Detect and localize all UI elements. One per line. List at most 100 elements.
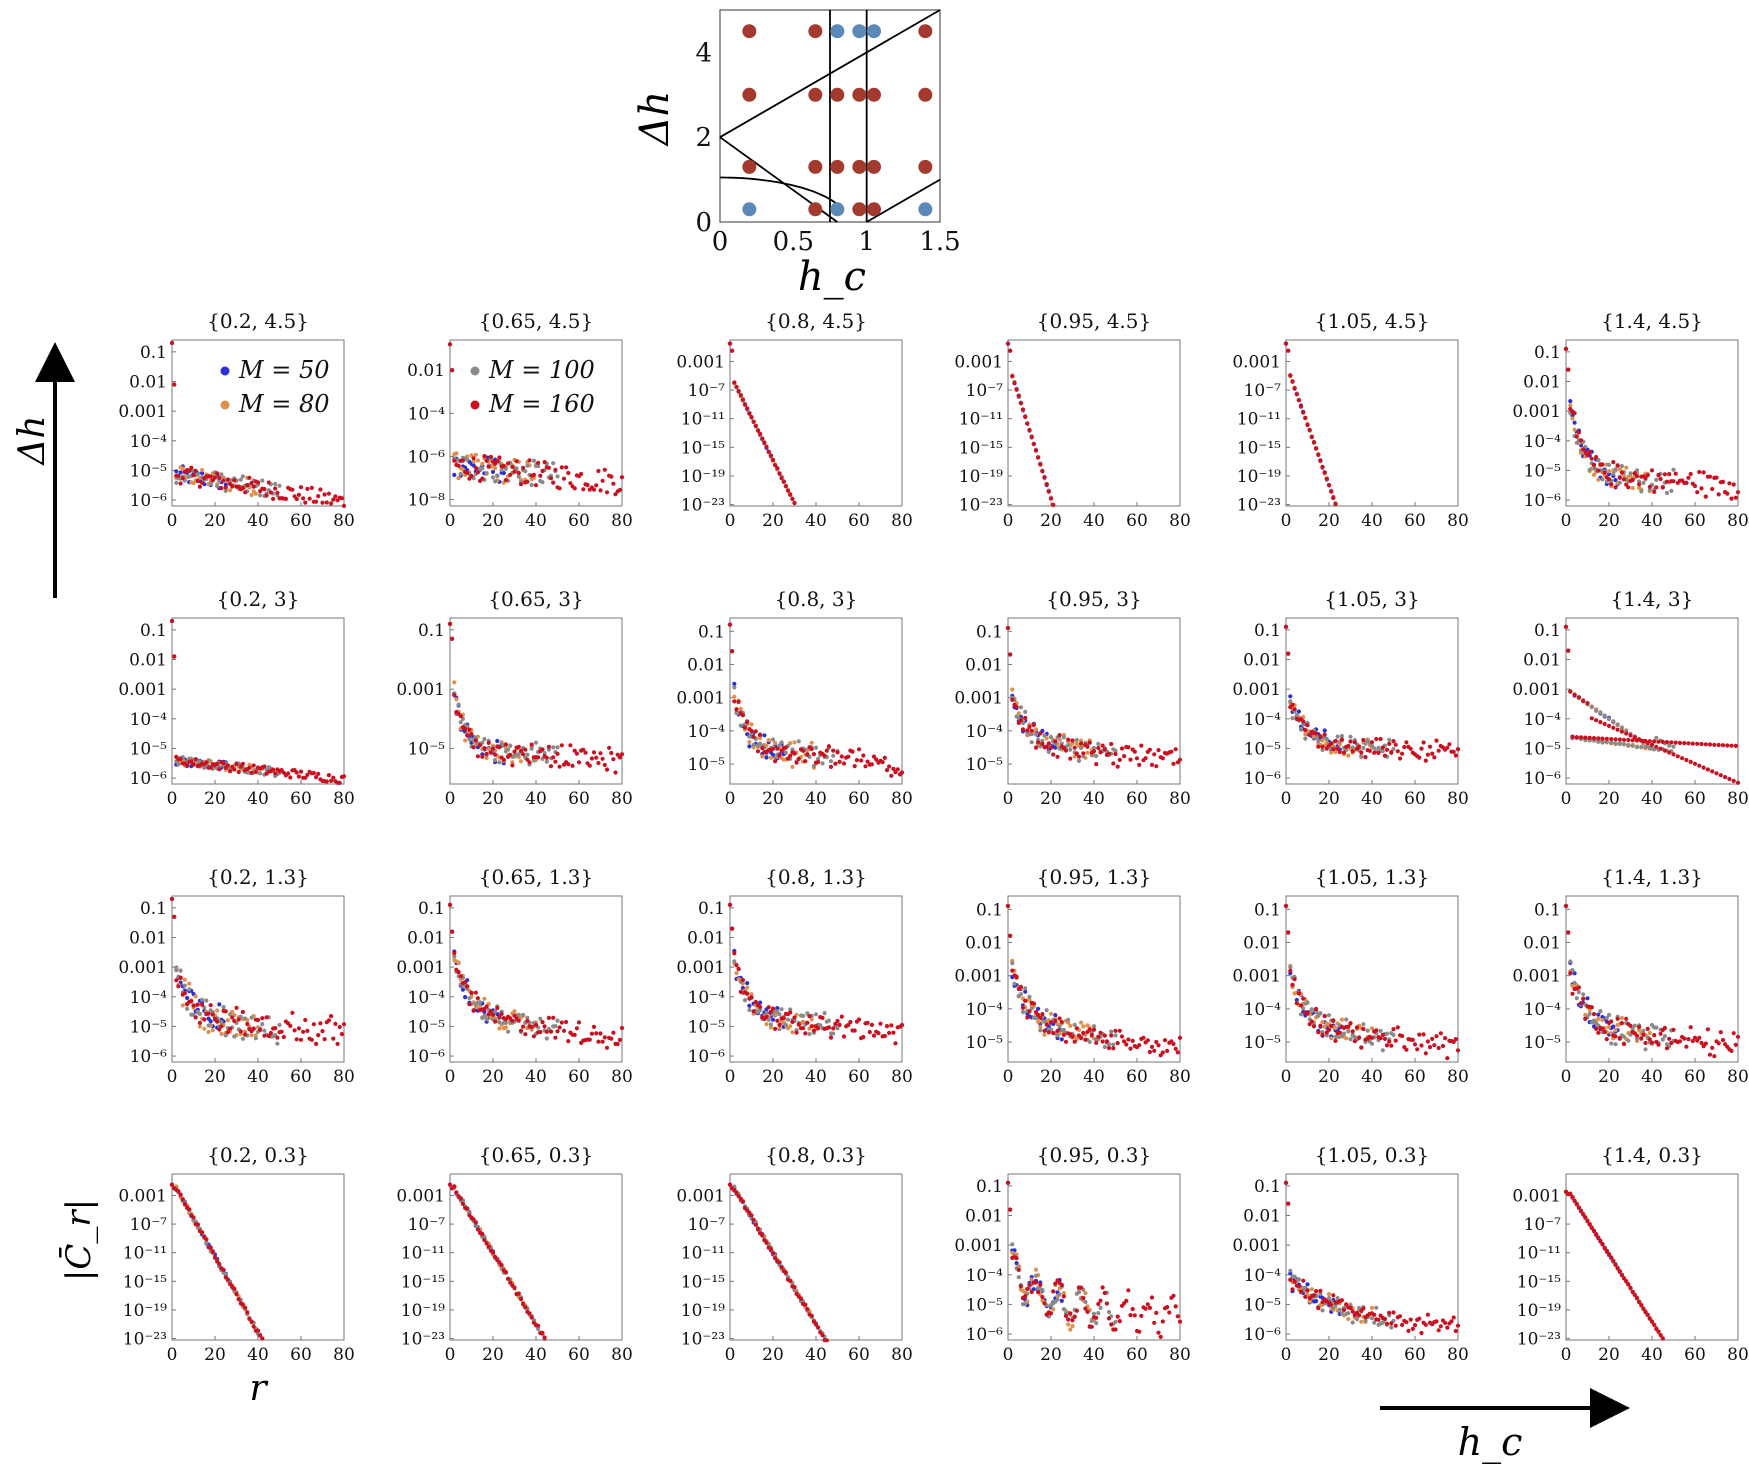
data-point [1061, 735, 1066, 740]
data-point [503, 1270, 508, 1275]
y-tick-label: 10⁻⁴ [966, 1266, 1004, 1286]
data-point [1675, 754, 1680, 759]
data-point [1023, 715, 1028, 721]
data-point [1048, 1011, 1054, 1016]
data-point [1091, 749, 1097, 754]
y-tick-label: 0.01 [1243, 651, 1281, 671]
data-point [1729, 1048, 1734, 1053]
y-tick-label: 0.001 [1232, 352, 1281, 372]
data-point [1600, 1242, 1605, 1247]
data-point [482, 746, 487, 751]
y-tick-label: 0.1 [976, 622, 1003, 642]
data-point [217, 478, 222, 483]
data-point [553, 467, 558, 472]
data-point [613, 770, 618, 775]
data-point [1718, 773, 1723, 778]
data-point [553, 759, 558, 764]
data-point [1014, 704, 1019, 709]
parameter-point [830, 87, 845, 102]
data-point [1074, 737, 1079, 743]
data-point [1314, 1289, 1319, 1294]
data-point [792, 500, 797, 506]
x-tick-label: 80 [891, 511, 913, 531]
data-point [561, 1028, 567, 1033]
inset-x-label: h_c [798, 254, 866, 300]
data-point [1010, 374, 1015, 379]
data-point [1126, 1037, 1131, 1042]
data-point [1326, 483, 1332, 488]
data-point [1322, 728, 1327, 733]
data-point [1667, 472, 1672, 477]
y-tick-label: 0.01 [1523, 651, 1561, 671]
data-point [458, 471, 463, 476]
data-point [609, 750, 614, 756]
data-point [1132, 749, 1137, 754]
data-point [583, 750, 588, 755]
x-tick-label: 80 [333, 511, 355, 531]
data-point [1109, 1322, 1114, 1327]
data-point [591, 487, 597, 492]
data-point [869, 762, 875, 767]
data-point [469, 990, 474, 995]
data-point [1068, 747, 1073, 752]
data-point [262, 487, 267, 492]
correlation-panel: {1.05, 0.3}0 20 40 60 800.10.010.00110⁻⁴10⁻⁵… [1232, 1143, 1468, 1365]
data-point [469, 453, 474, 458]
data-point [169, 1182, 175, 1187]
data-point [566, 762, 571, 767]
data-point [1611, 1258, 1616, 1263]
data-point [587, 763, 592, 768]
data-point [339, 1032, 344, 1037]
data-point [529, 742, 534, 747]
data-point [824, 748, 829, 753]
data-point [1697, 469, 1702, 475]
data-point [456, 960, 461, 966]
data-point [820, 761, 825, 766]
data-point [510, 464, 515, 470]
x-tick-label: 80 [891, 1345, 913, 1365]
data-point [1333, 1038, 1338, 1043]
data-point [1296, 709, 1301, 714]
data-point [298, 1037, 304, 1042]
x-tick-label: 60 [290, 1067, 312, 1087]
data-point [258, 493, 263, 498]
data-point [331, 1036, 336, 1041]
data-point [1324, 476, 1329, 481]
data-point [764, 1022, 769, 1027]
data-point [747, 1003, 752, 1008]
data-point [1382, 1036, 1387, 1041]
data-point [1066, 737, 1071, 742]
data-point [1296, 1284, 1301, 1289]
data-point [1357, 1313, 1362, 1318]
data-point [600, 478, 605, 483]
data-point [309, 1037, 314, 1042]
data-point [1598, 1238, 1603, 1244]
data-point [1326, 1292, 1332, 1297]
data-point [1012, 981, 1017, 987]
x-tick-label: 20 [482, 789, 504, 809]
data-point [1596, 1030, 1601, 1035]
data-point [1106, 1309, 1112, 1315]
data-point [1322, 1014, 1327, 1019]
data-point [604, 1045, 610, 1050]
data-point [1658, 1031, 1663, 1036]
x-tick-label: 0 [1561, 511, 1572, 531]
panel-frame [1565, 895, 1739, 1063]
data-point [339, 496, 344, 501]
data-point [1606, 723, 1612, 729]
data-point [1596, 477, 1601, 482]
data-point [540, 1330, 545, 1335]
data-point [1316, 1030, 1321, 1035]
data-point [1628, 471, 1633, 476]
data-point [619, 752, 625, 757]
data-point [1048, 1311, 1054, 1316]
data-point [1609, 1019, 1614, 1024]
data-point [182, 983, 187, 988]
data-point [1329, 489, 1334, 494]
inset-y-tick: 4 [695, 38, 712, 68]
parameter-point [867, 159, 881, 174]
data-point [1100, 1039, 1105, 1044]
data-point [1645, 1026, 1650, 1031]
data-point [869, 1022, 875, 1027]
